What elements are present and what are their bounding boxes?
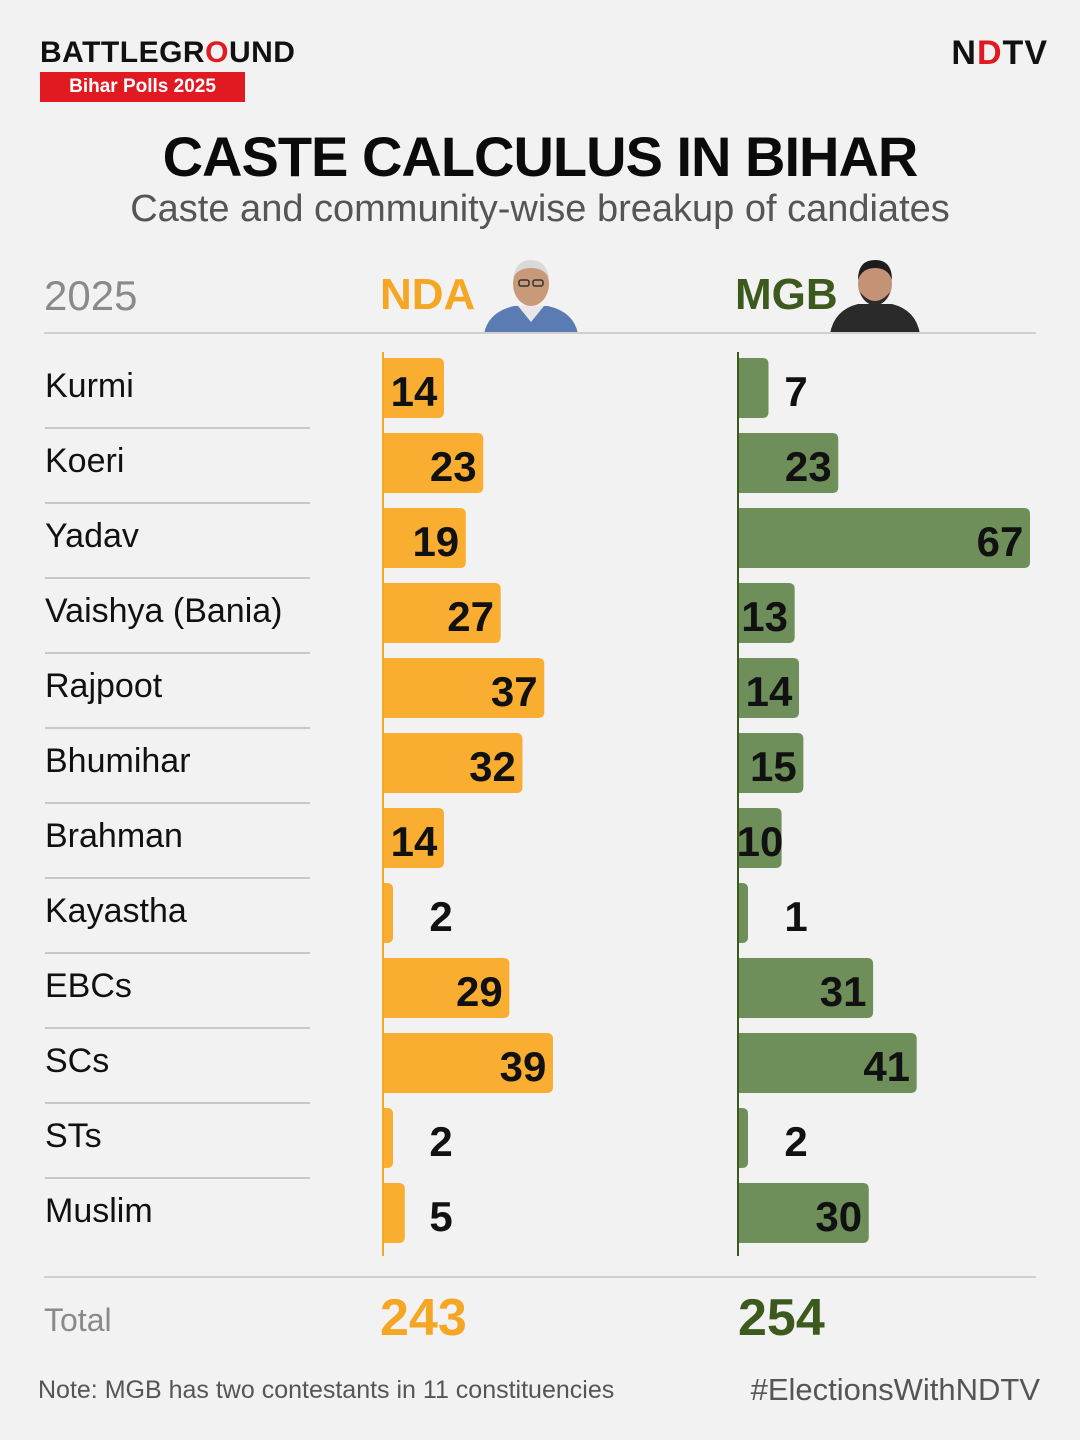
nda-bar: [383, 358, 445, 418]
category-label: Kurmi: [45, 367, 134, 405]
mgb-value-label: 7: [784, 368, 807, 415]
mgb-value-label: 31: [820, 968, 867, 1015]
nda-value-label: 2: [429, 1118, 452, 1165]
nda-bar: [383, 658, 545, 718]
mgb-bar: [738, 958, 874, 1018]
mgb-value-label: 1: [784, 893, 807, 940]
mgb-value-label: 13: [741, 593, 788, 640]
nda-value-label: 32: [469, 743, 516, 790]
nda-value-label: 29: [456, 968, 503, 1015]
hashtag: #ElectionsWithNDTV: [750, 1372, 1040, 1407]
nda-bar: [383, 958, 510, 1018]
footnote: Note: MGB has two contestants in 11 cons…: [38, 1376, 615, 1404]
nda-bar: [383, 733, 523, 793]
mgb-total: 254: [738, 1289, 825, 1347]
nda-bar: [383, 1033, 553, 1093]
nda-bar: [383, 433, 484, 493]
mgb-value-label: 30: [815, 1193, 862, 1240]
total-label: Total: [44, 1302, 112, 1338]
mgb-bar: [738, 1033, 917, 1093]
mgb-bar: [738, 358, 769, 418]
category-label: Yadav: [45, 517, 139, 555]
mgb-value-label: 23: [785, 443, 832, 490]
mgb-bar: [738, 583, 795, 643]
page-title: CASTE CALCULUS IN BIHAR: [162, 125, 919, 188]
nda-value-label: 14: [391, 818, 438, 865]
mgb-bar: [738, 658, 800, 718]
nda-bar: [383, 508, 466, 568]
mgb-bar: [738, 883, 748, 943]
nda-leader-portrait: [484, 260, 578, 334]
ndtv-logo: NDTV: [951, 34, 1048, 72]
mgb-value-label: 14: [746, 668, 793, 715]
nda-bar: [383, 583, 501, 643]
category-label: Brahman: [45, 817, 183, 855]
mgb-leader-portrait: [830, 260, 920, 334]
mgb-value-label: 67: [977, 518, 1024, 565]
mgb-value-label: 15: [750, 743, 797, 790]
page-subtitle: Caste and community-wise breakup of cand…: [130, 188, 950, 230]
nda-value-label: 27: [447, 593, 494, 640]
nda-header: NDA: [380, 270, 476, 319]
nda-value-label: 2: [429, 893, 452, 940]
mgb-value-label: 10: [737, 818, 784, 865]
nda-value-label: 19: [412, 518, 459, 565]
category-label: Kayastha: [45, 892, 187, 930]
nda-value-label: 5: [429, 1193, 452, 1240]
mgb-bar: [738, 733, 804, 793]
category-label: Rajpoot: [45, 667, 163, 705]
nda-bar: [383, 1183, 405, 1243]
nda-value-label: 14: [391, 368, 438, 415]
mgb-value-label: 2: [784, 1118, 807, 1165]
nda-bar: [383, 808, 445, 868]
mgb-bar: [738, 1108, 748, 1168]
mgb-bar: [738, 508, 1030, 568]
battleground-brand: BATTLEGROUND Bihar Polls 2025: [40, 36, 296, 102]
mgb-bar: [738, 808, 782, 868]
nda-value-label: 37: [491, 668, 538, 715]
category-label: Muslim: [45, 1192, 153, 1230]
year-label: 2025: [44, 272, 138, 319]
nda-bar: [383, 1108, 393, 1168]
brand-title: BATTLEGROUND: [40, 36, 296, 69]
brand-badge: Bihar Polls 2025: [40, 72, 245, 102]
nda-bar: [383, 883, 393, 943]
footer-divider: [44, 1276, 1036, 1278]
category-label: Vaishya (Bania): [45, 592, 283, 630]
category-label: Bhumihar: [45, 742, 191, 780]
mgb-bar: [738, 1183, 869, 1243]
mgb-bar: [738, 433, 839, 493]
mgb-value-label: 41: [863, 1043, 910, 1090]
brand-title-mark: O: [205, 36, 229, 69]
header-divider: [44, 332, 1036, 334]
nda-value-label: 23: [430, 443, 477, 490]
nda-total: 243: [380, 1289, 467, 1347]
category-label: Koeri: [45, 442, 124, 480]
category-label: EBCs: [45, 967, 132, 1005]
category-label: SCs: [45, 1042, 109, 1080]
mgb-header: MGB: [735, 270, 838, 319]
category-label: STs: [45, 1117, 102, 1155]
nda-value-label: 39: [500, 1043, 547, 1090]
